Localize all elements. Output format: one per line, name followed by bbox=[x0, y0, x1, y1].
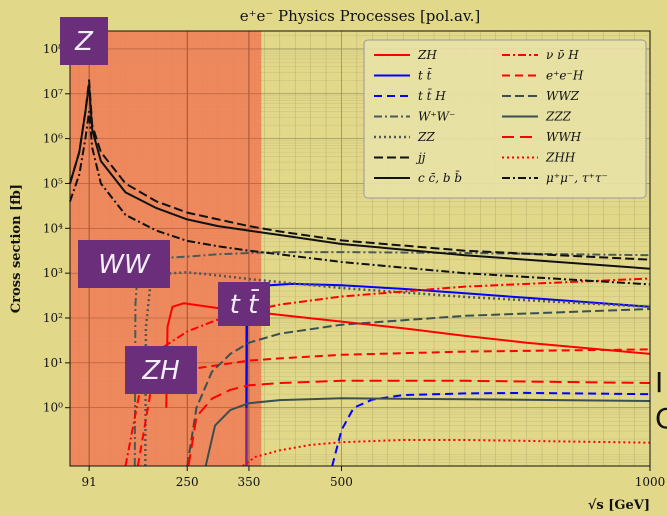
chart-title: e⁺e⁻ Physics Processes [pol.av.] bbox=[240, 7, 481, 25]
x-tick-label: 250 bbox=[176, 475, 199, 489]
annotation-label: ZH bbox=[141, 356, 179, 386]
series-line-6 bbox=[69, 83, 651, 270]
annotation-label: Z bbox=[74, 27, 94, 57]
series-line-13 bbox=[69, 110, 651, 286]
series-line-10 bbox=[204, 397, 651, 467]
legend-label: t t̄ H bbox=[418, 87, 446, 103]
annotation-box bbox=[125, 346, 197, 394]
series-line-12 bbox=[242, 439, 651, 467]
y-tick-label: 10⁴ bbox=[43, 221, 63, 235]
legend-label: ν ν̄ H bbox=[546, 48, 579, 62]
x-axis-label: √s [GeV] bbox=[588, 498, 650, 513]
legend-label: ZHH bbox=[545, 151, 576, 165]
legend-label: jj bbox=[415, 151, 426, 165]
plot-frame bbox=[69, 30, 651, 467]
y-tick-label: 10¹ bbox=[43, 356, 63, 370]
annotation-box bbox=[78, 240, 170, 288]
legend-label: t t̄ bbox=[418, 67, 432, 83]
legend-label: c c̄, b b̄ bbox=[418, 169, 462, 185]
legend-label: WWH bbox=[546, 130, 582, 144]
x-tick-label: 1000 bbox=[635, 475, 666, 489]
legend-label: ZZ bbox=[417, 130, 435, 144]
legend-label: ZH bbox=[417, 48, 437, 62]
annotation-box bbox=[218, 282, 270, 326]
x-tick-label: 500 bbox=[330, 475, 353, 489]
x-tick-label: 91 bbox=[81, 475, 96, 489]
y-tick-label: 10⁶ bbox=[43, 132, 63, 146]
x-tick-label: 350 bbox=[237, 475, 260, 489]
y-tick-label: 10⁵ bbox=[43, 176, 63, 190]
legend-label: μ⁺μ⁻, τ⁺τ⁻ bbox=[546, 171, 608, 185]
legend-box bbox=[363, 39, 647, 199]
annotation-label: t t̄ bbox=[230, 288, 260, 320]
right-edge-text: C bbox=[655, 402, 667, 435]
y-axis-label: Cross section [fb] bbox=[9, 184, 24, 313]
right-edge-text: I bbox=[655, 366, 663, 399]
y-tick-label: 10³ bbox=[43, 266, 63, 280]
y-tick-label: 10⁸ bbox=[43, 42, 63, 56]
legend-label: e⁺e⁻H bbox=[546, 69, 584, 83]
legend-label: WWZ bbox=[546, 89, 580, 103]
series-line-4 bbox=[144, 271, 651, 467]
y-tick-label: 10⁰ bbox=[43, 401, 63, 415]
annotation-box bbox=[60, 17, 108, 65]
legend-label: ZZZ bbox=[545, 110, 572, 124]
series-line-2 bbox=[331, 391, 651, 467]
annotation-label: WW bbox=[98, 250, 151, 280]
y-tick-label: 10² bbox=[43, 311, 63, 325]
legend-label: W⁺W⁻ bbox=[418, 110, 455, 124]
series-line-11 bbox=[187, 379, 651, 467]
y-tick-label: 10⁷ bbox=[43, 87, 63, 101]
series-line-9 bbox=[186, 308, 651, 467]
